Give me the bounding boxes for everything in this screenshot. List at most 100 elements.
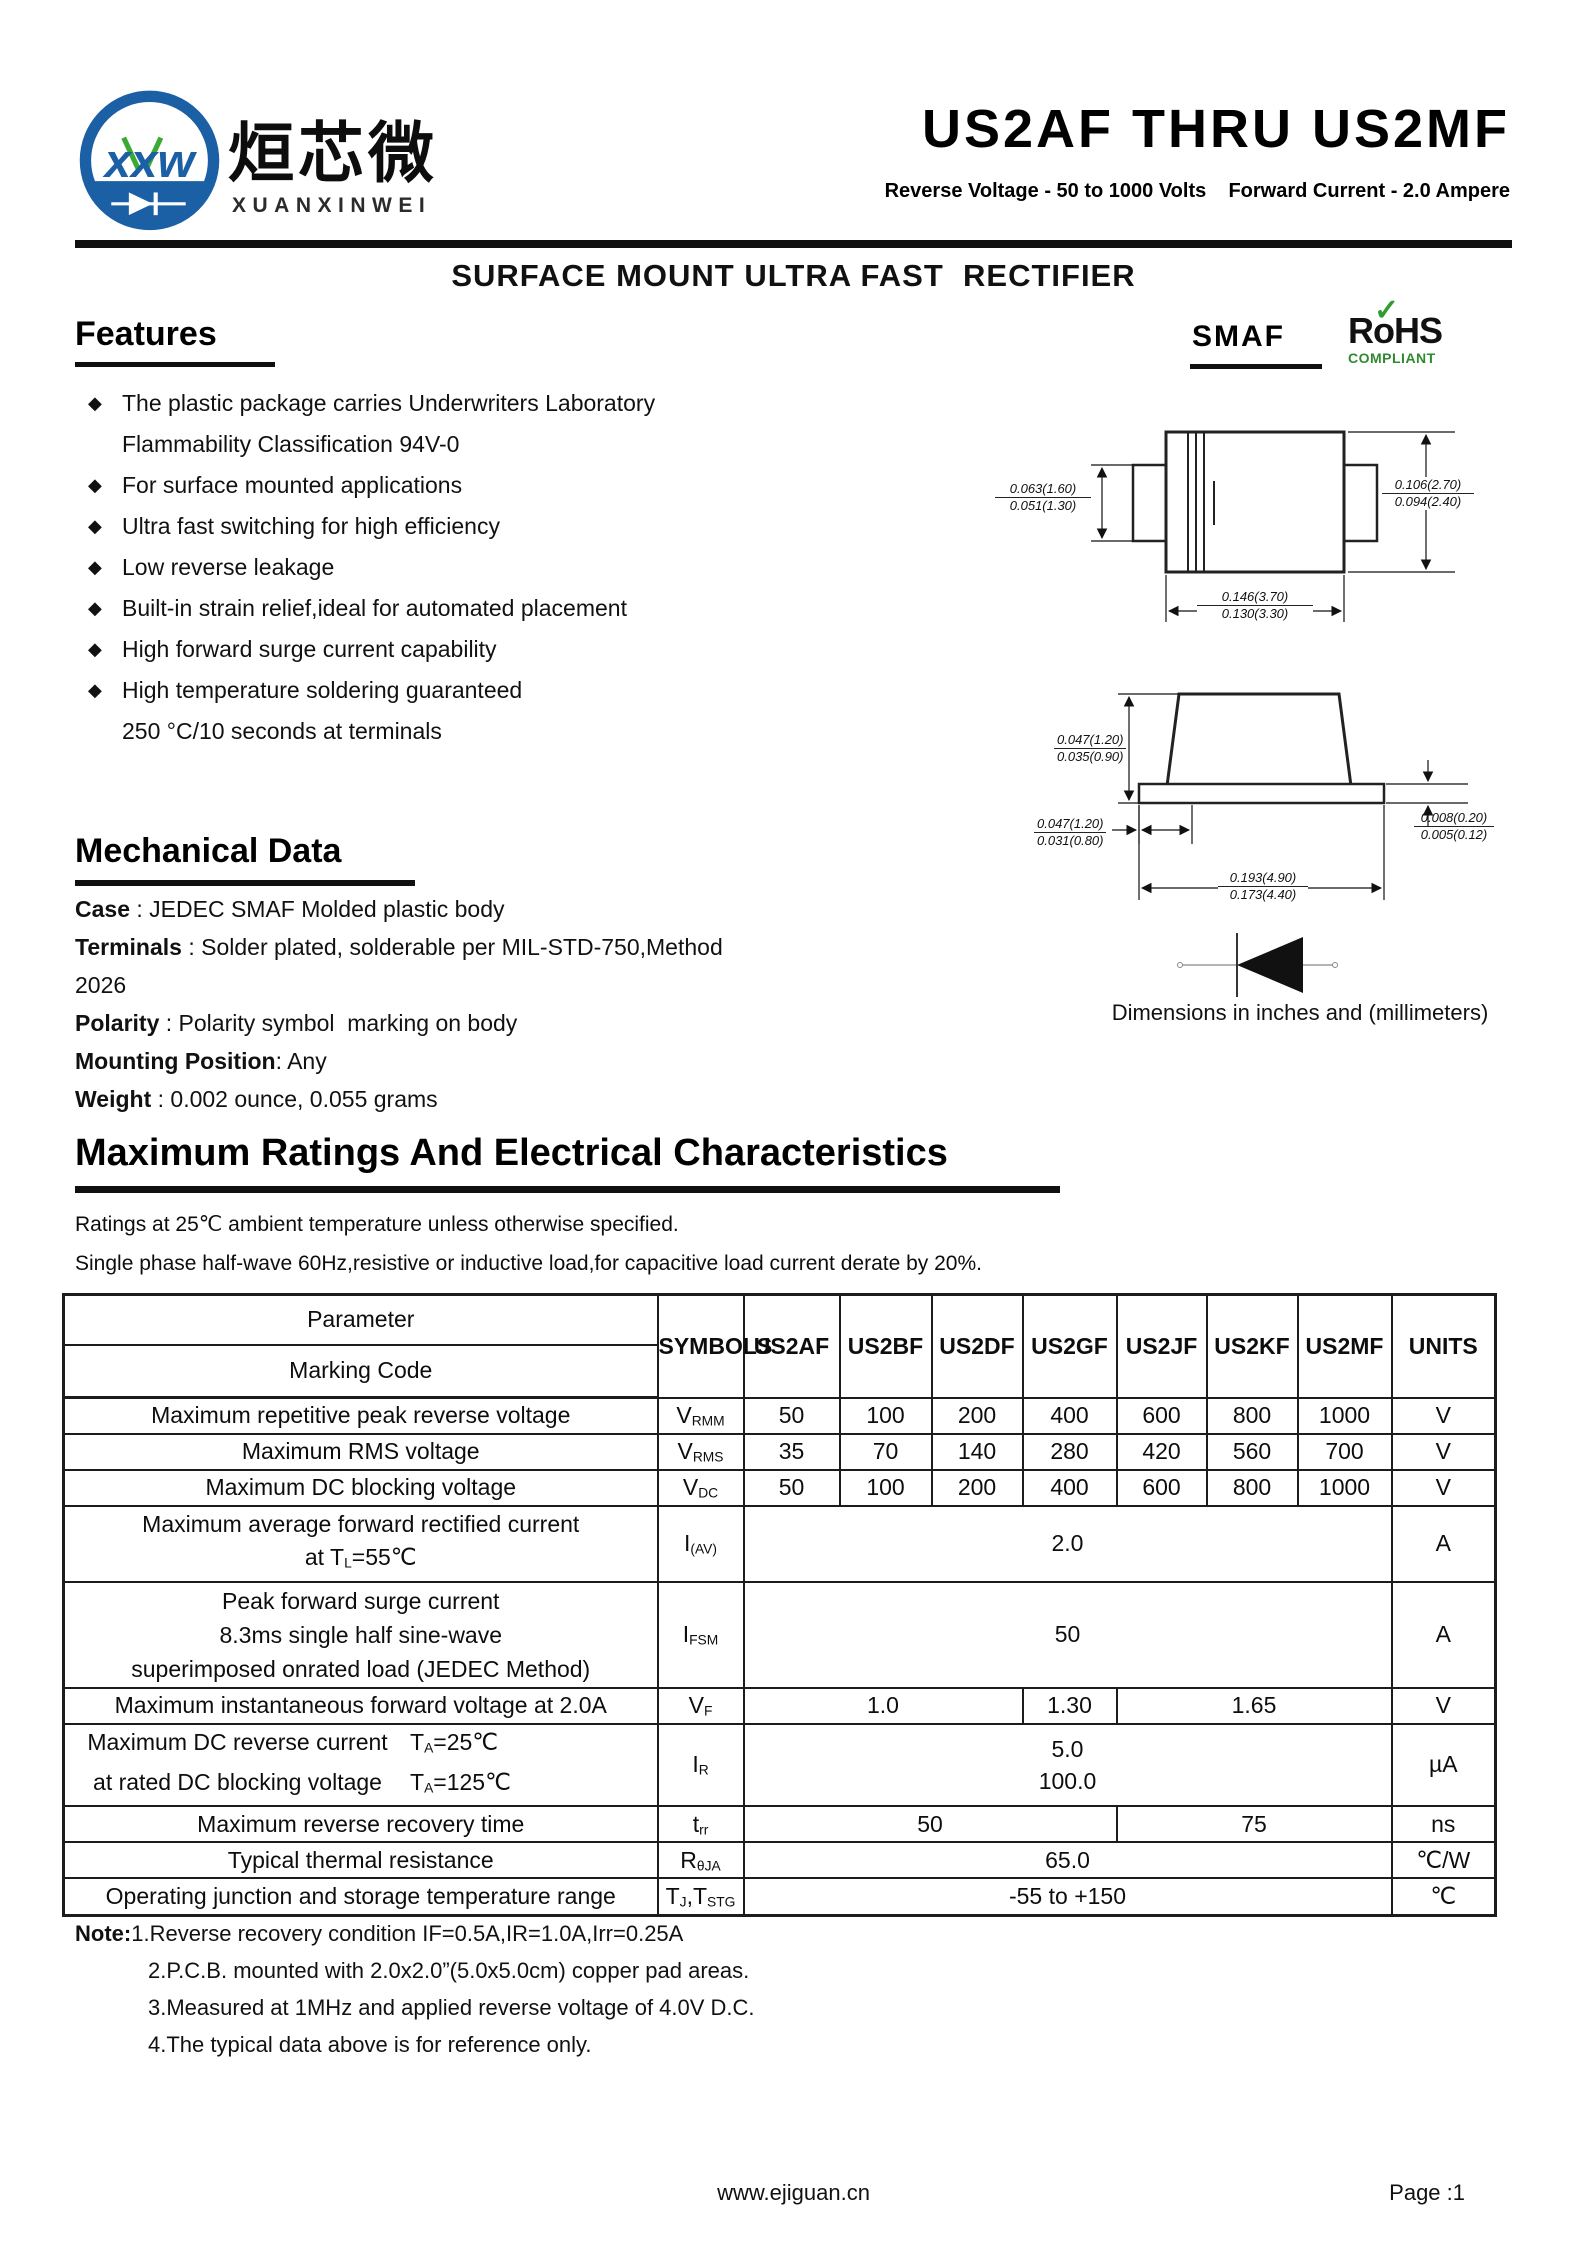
- value-cell: 100: [838, 1468, 933, 1507]
- ratings-heading: Maximum Ratings And Electrical Character…: [75, 1132, 948, 1174]
- value-cell: 50: [742, 1468, 841, 1507]
- list-item: ◆ The plastic package carries Underwrite…: [88, 383, 728, 465]
- company-name-en: XUANXINWEI: [232, 194, 432, 217]
- company-name-cn: 烜芯微: [228, 116, 438, 190]
- dim-overall-length: 0.193(4.90) 0.173(4.40): [1218, 870, 1308, 903]
- value-cell: 1.30: [1021, 1686, 1118, 1725]
- value-cell: -55 to +150: [742, 1877, 1393, 1917]
- col-header-device: US2MF: [1296, 1293, 1393, 1399]
- value-cell: 200: [930, 1468, 1024, 1507]
- col-header-device: US2AF: [742, 1293, 841, 1399]
- value-cell: 700: [1296, 1432, 1393, 1471]
- col-header-device: US2JF: [1115, 1293, 1208, 1399]
- header-title-block: US2AF THRU US2MF Reverse Voltage - 50 to…: [885, 98, 1510, 203]
- value-cell: 600: [1115, 1468, 1208, 1507]
- note-line: 4.The typical data above is for referenc…: [148, 2032, 592, 2057]
- parameter-cell: Maximum repetitive peak reverse voltage: [62, 1396, 659, 1435]
- value-cell: 800: [1205, 1396, 1299, 1435]
- symbol-cell: RθJA: [656, 1841, 745, 1880]
- parameter-cell: Operating junction and storage temperatu…: [62, 1877, 659, 1917]
- rohs-text: RoHS ✓: [1348, 294, 1443, 351]
- feature-text: Built-in strain relief,ideal for automat…: [122, 595, 627, 621]
- parameter-cell: Maximum average forward rectified curren…: [62, 1504, 659, 1583]
- feature-text: The plastic package carries Underwriters…: [122, 390, 656, 416]
- diamond-bullet-icon: ◆: [88, 598, 102, 618]
- list-item: ◆ High temperature soldering guaranteed …: [88, 670, 728, 752]
- dimensions-note: Dimensions in inches and (millimeters): [1111, 1000, 1489, 1025]
- table-row: Maximum average forward rectified curren…: [62, 1504, 1497, 1583]
- symbol-cell: VF: [656, 1686, 745, 1725]
- diamond-bullet-icon: ◆: [88, 516, 102, 536]
- symbol-cell: VDC: [656, 1468, 745, 1507]
- col-header-device: US2KF: [1205, 1293, 1299, 1399]
- parameter-cell: Maximum reverse recovery time: [62, 1805, 659, 1844]
- dim-body-height: 0.106(2.70) 0.094(2.40): [1382, 477, 1474, 510]
- dim-body-width: 0.146(3.70) 0.130(3.30): [1197, 589, 1313, 622]
- dim-lead-width: 0.063(1.60) 0.051(1.30): [995, 481, 1091, 514]
- symbol-cell: I(AV): [656, 1504, 745, 1583]
- symbol-cell: VRMM: [656, 1396, 745, 1435]
- parameter-cell: Peak forward surge current 8.3ms single …: [62, 1580, 659, 1689]
- package-side-view-diagram: 0.047(1.20) 0.035(0.90) 0.047(1.20) 0.03…: [1020, 672, 1587, 930]
- col-header-device: US2GF: [1021, 1293, 1118, 1399]
- diamond-bullet-icon: ◆: [88, 557, 102, 577]
- feature-text: 250 °C/10 seconds at terminals: [122, 718, 442, 744]
- value-cell: 5.0 100.0: [742, 1722, 1393, 1808]
- company-logo-icon: xxw: [79, 90, 220, 231]
- unit-cell: V: [1390, 1432, 1497, 1471]
- ratings-condition-2: Single phase half-wave 60Hz,resistive or…: [75, 1252, 982, 1275]
- dim-body-thickness: 0.047(1.20) 0.035(0.90): [1054, 732, 1126, 765]
- package-name-underline: [1190, 364, 1322, 369]
- table-row: Typical thermal resistance RθJA 65.0 ℃/W: [62, 1841, 1497, 1880]
- unit-cell: ℃/W: [1390, 1841, 1497, 1880]
- list-item: ◆ Built-in strain relief,ideal for autom…: [88, 588, 728, 629]
- diode-polarity-icon: [1177, 933, 1338, 997]
- list-item: ◆ For surface mounted applications: [88, 465, 728, 506]
- symbol-cell: trr: [656, 1805, 745, 1844]
- value-cell: 100: [838, 1396, 933, 1435]
- table-row: Maximum reverse recovery time trr 50 75 …: [62, 1805, 1497, 1844]
- unit-cell: V: [1390, 1686, 1497, 1725]
- list-item: Polarity : Polarity symbol marking on bo…: [75, 1010, 518, 1036]
- parameter-cell: Maximum RMS voltage: [62, 1432, 659, 1471]
- list-item: Terminals : Solder plated, solderable pe…: [75, 934, 730, 998]
- value-cell: 560: [1205, 1432, 1299, 1471]
- diamond-bullet-icon: ◆: [88, 639, 102, 659]
- value-cell: 1000: [1296, 1396, 1393, 1435]
- value-cell: 50: [742, 1580, 1393, 1689]
- value-cell: 140: [930, 1432, 1024, 1471]
- page-title: SURFACE MOUNT ULTRA FAST RECTIFIER: [451, 258, 1136, 293]
- ratings-table: Parameter SYMBOLS US2AF US2BF US2DF US2G…: [62, 1293, 1497, 1917]
- parameter-cell: Maximum DC blocking voltage: [62, 1468, 659, 1507]
- symbol-cell: TJ,TSTG: [656, 1877, 745, 1917]
- parameter-cell: Maximum DC reverse current TA=25℃ at rat…: [62, 1722, 659, 1808]
- unit-cell: V: [1390, 1468, 1497, 1507]
- col-header-device: US2DF: [930, 1293, 1024, 1399]
- value-cell: 1.0: [742, 1686, 1024, 1725]
- package-name: SMAF: [1192, 320, 1285, 353]
- unit-cell: A: [1390, 1504, 1497, 1583]
- value-cell: 400: [1021, 1396, 1118, 1435]
- value-cell: 1.65: [1115, 1686, 1393, 1725]
- col-header-marking-code: Marking Code: [62, 1343, 659, 1399]
- symbol-cell: IR: [656, 1722, 745, 1808]
- feature-text: Ultra fast switching for high efficiency: [122, 513, 500, 539]
- dim-lead-thickness: 0.008(0.20) 0.005(0.12): [1414, 810, 1494, 843]
- rohs-compliant-text: COMPLIANT: [1348, 350, 1436, 366]
- unit-cell: V: [1390, 1396, 1497, 1435]
- diamond-bullet-icon: ◆: [88, 475, 102, 495]
- notes-block: Note:1.Reverse recovery condition IF=0.5…: [75, 1915, 975, 2063]
- note-line: Note:1.Reverse recovery condition IF=0.5…: [75, 1921, 684, 1946]
- list-item: Mounting Position: Any: [75, 1048, 327, 1074]
- unit-cell: ns: [1390, 1805, 1497, 1844]
- symbol-cell: VRMS: [656, 1432, 745, 1471]
- table-row: Maximum DC reverse current TA=25℃ at rat…: [62, 1722, 1497, 1808]
- symbol-cell: IFSM: [656, 1580, 745, 1689]
- ratings-underline: [75, 1186, 1060, 1193]
- col-header-device: US2BF: [838, 1293, 933, 1399]
- value-cell: 50: [742, 1396, 841, 1435]
- value-cell: 600: [1115, 1396, 1208, 1435]
- col-header-units: UNITS: [1390, 1293, 1497, 1399]
- check-icon: ✓: [1374, 294, 1399, 327]
